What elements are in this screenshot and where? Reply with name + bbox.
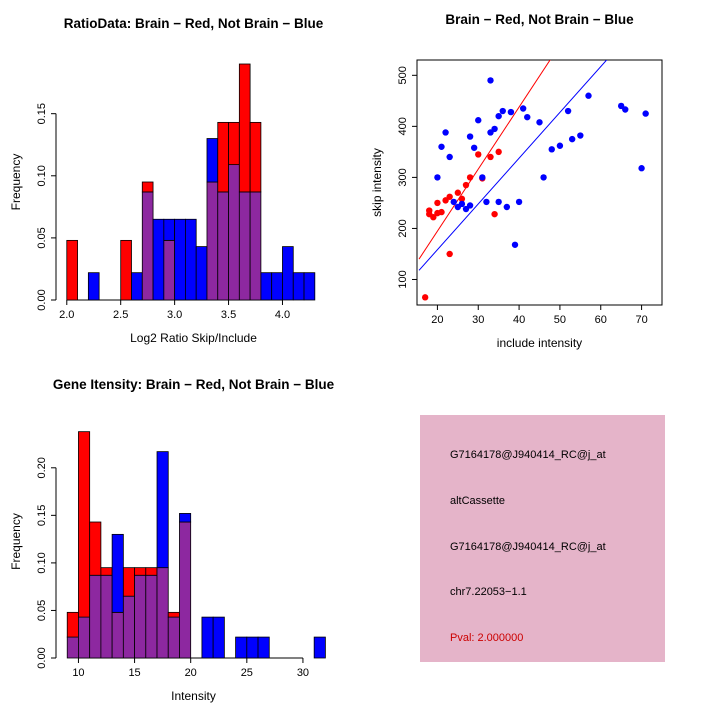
info-line-event-type: altCassette xyxy=(450,494,506,507)
svg-text:40: 40 xyxy=(513,314,525,326)
svg-text:0.10: 0.10 xyxy=(36,552,48,573)
svg-text:0.15: 0.15 xyxy=(36,103,48,124)
svg-text:Frequency: Frequency xyxy=(9,513,23,570)
svg-text:3.5: 3.5 xyxy=(221,309,236,321)
svg-text:RatioData: Brain − Red, Not Br: RatioData: Brain − Red, Not Brain − Blue xyxy=(64,16,324,31)
svg-text:Frequency: Frequency xyxy=(9,154,23,211)
svg-text:25: 25 xyxy=(241,667,253,679)
svg-text:20: 20 xyxy=(431,314,443,326)
svg-text:0.00: 0.00 xyxy=(36,289,48,310)
panel-intensity-scatter: Brain − Red, Not Brain − Blue 20 30 40 50 60 7… xyxy=(360,0,720,360)
svg-text:30: 30 xyxy=(297,667,309,679)
svg-text:0.10: 0.10 xyxy=(36,165,48,186)
svg-text:10: 10 xyxy=(72,667,84,679)
svg-text:30: 30 xyxy=(472,314,484,326)
gene-intensity-histogram-chart: Gene Itensity: Brain − Red, Not Brain − … xyxy=(9,377,335,703)
svg-text:Log2 Ratio Skip/Include: Log2 Ratio Skip/Include xyxy=(130,331,257,345)
intensity-scatter-chart: Brain − Red, Not Brain − Blue 20 30 40 50 60 7… xyxy=(370,12,663,350)
svg-text:400: 400 xyxy=(397,117,409,135)
svg-text:Intensity: Intensity xyxy=(171,689,216,703)
svg-text:15: 15 xyxy=(128,667,140,679)
info-line-pval: Pval: 2.000000 xyxy=(450,632,524,644)
svg-text:2.0: 2.0 xyxy=(59,309,74,321)
svg-text:300: 300 xyxy=(397,168,409,186)
svg-text:20: 20 xyxy=(185,667,197,679)
svg-text:500: 500 xyxy=(397,66,409,84)
svg-text:3.0: 3.0 xyxy=(167,309,182,321)
info-line-locus: chr7.22053−1.1 xyxy=(450,586,527,599)
svg-text:Brain − Red, Not Brain − Blue: Brain − Red, Not Brain − Blue xyxy=(445,12,634,27)
panel-ratio-histogram: RatioData: Brain − Red, Not Brain − Blue… xyxy=(0,0,360,360)
svg-text:2.5: 2.5 xyxy=(113,309,128,321)
svg-text:include intensity: include intensity xyxy=(497,336,582,350)
svg-text:0.15: 0.15 xyxy=(36,505,48,526)
svg-text:200: 200 xyxy=(397,219,409,237)
panel-gene-intensity-histogram: Gene Itensity: Brain − Red, Not Brain − … xyxy=(0,360,360,720)
ratio-histogram-chart: RatioData: Brain − Red, Not Brain − Blue… xyxy=(9,16,324,345)
info-line-probe-id-1: G7164178@J940414_RC@j_at xyxy=(450,449,606,461)
svg-text:skip intensity: skip intensity xyxy=(370,148,384,217)
svg-text:0.05: 0.05 xyxy=(36,600,48,621)
svg-text:0.05: 0.05 xyxy=(36,227,48,248)
info-line-probe-id-2: G7164178@J940414_RC@j_at xyxy=(450,540,606,553)
svg-text:Gene Itensity: Brain − Red, No: Gene Itensity: Brain − Red, Not Brain − … xyxy=(53,377,335,392)
panel-gene-info: G7164178@J940414_RC@j_at altCassette G71… xyxy=(360,360,720,720)
svg-text:60: 60 xyxy=(595,314,607,326)
svg-text:0.00: 0.00 xyxy=(36,647,48,668)
svg-text:0.20: 0.20 xyxy=(36,457,48,478)
svg-text:100: 100 xyxy=(397,270,409,288)
svg-text:50: 50 xyxy=(554,314,566,326)
svg-text:70: 70 xyxy=(635,314,647,326)
svg-text:4.0: 4.0 xyxy=(275,309,290,321)
gene-info-box: G7164178@J940414_RC@j_at altCassette G71… xyxy=(420,415,665,662)
